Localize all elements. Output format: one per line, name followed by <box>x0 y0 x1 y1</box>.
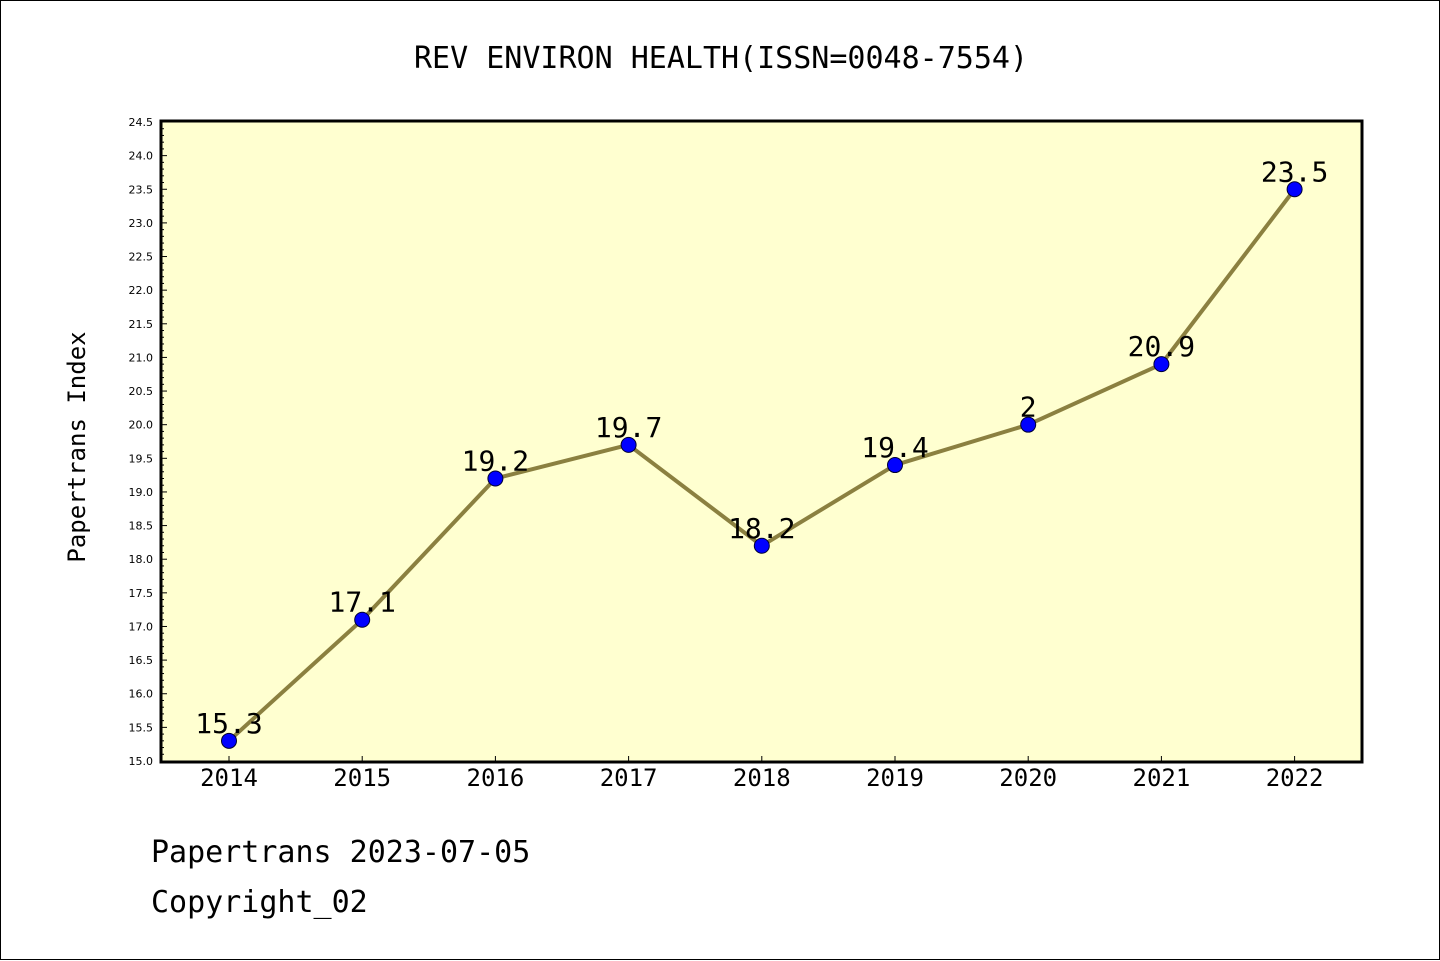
y-tick-label: 17.5 <box>129 587 154 600</box>
y-tick-label: 24.0 <box>129 150 154 163</box>
x-tick-label: 2018 <box>733 764 791 792</box>
y-tick-label: 18.5 <box>129 520 154 533</box>
data-point <box>221 732 237 749</box>
x-tick-label: 2020 <box>999 764 1057 792</box>
data-label: 18.2 <box>728 512 795 545</box>
y-tick-label: 17.0 <box>129 620 154 633</box>
data-label: 19.7 <box>595 411 662 444</box>
footer-date: Papertrans 2023-07-05 <box>151 835 531 870</box>
data-label: 19.2 <box>462 444 529 477</box>
x-tick-label: 2014 <box>200 764 258 792</box>
y-tick-label: 22.5 <box>129 251 154 264</box>
y-tick-label: 15.0 <box>129 755 154 768</box>
x-tick-label: 2017 <box>600 764 658 792</box>
x-axis-ticks: 2014 2015 2016 2017 2018 2019 2020 2021 2022 <box>200 756 1323 792</box>
y-tick-label: 21.0 <box>129 351 154 364</box>
y-tick-label: 15.5 <box>129 721 154 734</box>
data-point <box>1020 416 1037 433</box>
x-tick-label: 2021 <box>1133 764 1191 792</box>
y-tick-label: 21.5 <box>129 318 154 331</box>
y-axis-label: Papertrans Index <box>63 331 91 562</box>
footer-copyright: Copyright_02 <box>151 885 368 920</box>
data-point <box>1153 356 1170 373</box>
x-tick-label: 2022 <box>1266 764 1324 792</box>
y-tick-label: 24.5 <box>129 116 154 129</box>
plot-area <box>159 119 1364 764</box>
y-tick-label: 20.0 <box>129 419 154 432</box>
data-point <box>887 457 903 474</box>
data-label: 2 <box>1020 391 1037 424</box>
y-tick-label: 20.5 <box>129 385 154 398</box>
data-label: 19.4 <box>861 431 928 464</box>
data-point <box>487 470 504 487</box>
x-tick-label: 2016 <box>467 764 525 792</box>
data-label: 17.1 <box>328 586 395 619</box>
data-point <box>1286 181 1303 198</box>
y-tick-label: 23.0 <box>129 217 154 230</box>
data-label: 20.9 <box>1128 330 1195 363</box>
x-tick-label: 2019 <box>866 764 924 792</box>
series-layer: 15.3 17.1 19.2 19.7 18.2 19.4 2 20.9 23.5 <box>195 155 1328 749</box>
chart-title: REV ENVIRON HEALTH(ISSN=0048-7554) <box>414 41 1028 76</box>
y-tick-label: 16.5 <box>129 654 154 667</box>
x-tick-label: 2015 <box>333 764 391 792</box>
data-label: 23.5 <box>1261 155 1328 188</box>
data-label: 15.3 <box>195 707 262 740</box>
data-point <box>354 611 371 628</box>
y-tick-label: 18.0 <box>129 553 154 566</box>
y-axis-ticks: 15.0 15.5 16.0 16.5 17.0 17.5 18.0 18.5 19.0 19.5… <box>129 116 167 768</box>
data-point <box>620 436 637 453</box>
y-tick-label: 22.0 <box>129 284 154 297</box>
y-tick-label: 16.0 <box>129 688 154 701</box>
data-point <box>753 537 770 554</box>
y-tick-label: 19.0 <box>129 486 154 499</box>
y-tick-label: 23.5 <box>129 183 154 196</box>
y-tick-label: 19.5 <box>129 452 154 465</box>
